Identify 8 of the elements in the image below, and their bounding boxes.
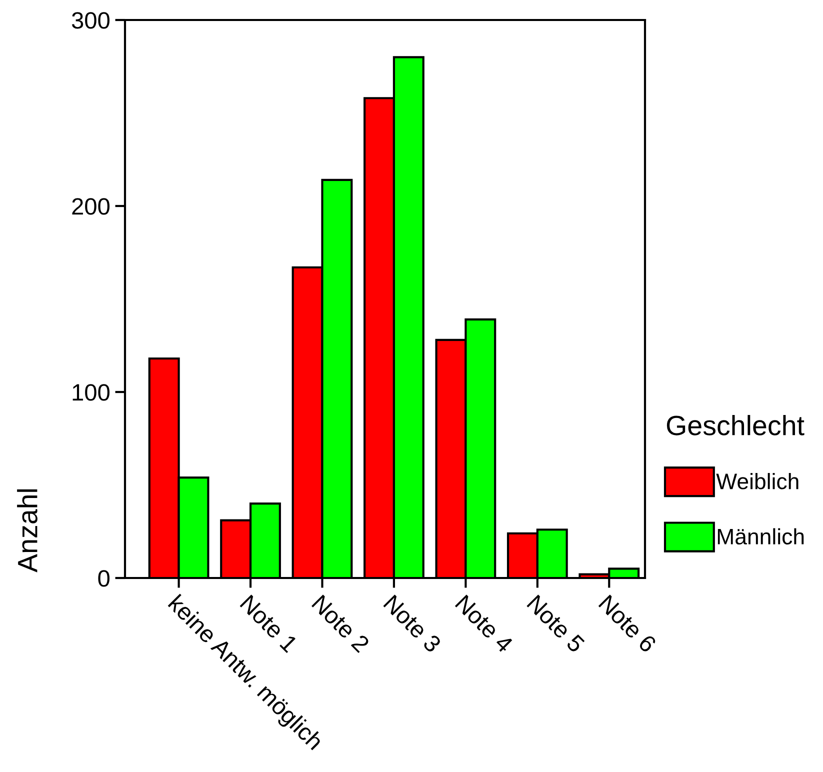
y-tick-label: 300 xyxy=(72,12,110,29)
legend-label: Männlich xyxy=(718,528,804,545)
legend-title: Geschlecht xyxy=(666,414,804,436)
legend-label: Weiblich xyxy=(716,472,798,490)
y-axis-title: Anzahl xyxy=(17,489,38,572)
y-tick-label: 0 xyxy=(98,570,110,587)
y-tick-label: 200 xyxy=(72,198,110,215)
y-tick-label: 100 xyxy=(72,384,110,401)
